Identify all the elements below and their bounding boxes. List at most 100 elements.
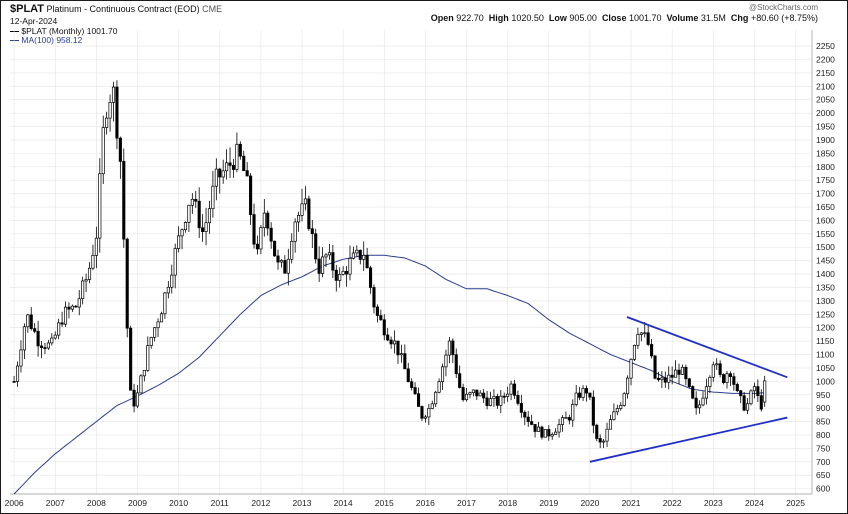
candle-body bbox=[430, 403, 434, 409]
candle-body bbox=[132, 389, 136, 407]
candle-body bbox=[307, 198, 311, 230]
candle-body bbox=[403, 353, 407, 370]
candle-body bbox=[214, 168, 218, 187]
candle-body bbox=[416, 393, 421, 407]
candle-body bbox=[423, 416, 427, 419]
ohlc-stats: Open 922.70 High 1020.50 Low 905.00 Clos… bbox=[431, 13, 818, 23]
candle-body bbox=[536, 426, 541, 432]
candle-body bbox=[650, 344, 654, 357]
candle-body bbox=[36, 330, 40, 347]
candle-body bbox=[245, 170, 249, 177]
candle-body bbox=[622, 393, 626, 406]
candle-body bbox=[286, 258, 290, 274]
candle-body bbox=[166, 286, 170, 294]
legend-ma: MA(100) 958.12 bbox=[10, 35, 82, 45]
candle-body bbox=[482, 392, 486, 399]
candle-body bbox=[598, 438, 602, 443]
candle-body bbox=[567, 417, 571, 421]
candle-body bbox=[310, 228, 314, 235]
candle-body bbox=[91, 254, 95, 269]
candle-body bbox=[149, 336, 153, 346]
candle-body bbox=[626, 377, 630, 395]
candle-body bbox=[595, 424, 599, 439]
close-label: Close bbox=[601, 13, 627, 23]
open-label: Open bbox=[430, 13, 454, 23]
watermark: @StockCharts.com bbox=[748, 3, 818, 12]
y-tick-label: 2250 bbox=[816, 41, 835, 51]
candle-body bbox=[74, 305, 78, 308]
y-tick-label: 1150 bbox=[816, 336, 835, 346]
exchange: CME bbox=[202, 4, 223, 14]
x-tick-label: 2016 bbox=[416, 498, 435, 508]
volume-value: 31.5M bbox=[700, 13, 726, 23]
candle-body bbox=[341, 270, 345, 275]
legend-ma-label: MA(100) 958.12 bbox=[21, 35, 83, 45]
x-tick-label: 2017 bbox=[457, 498, 476, 508]
x-tick-label: 2020 bbox=[580, 498, 599, 508]
candle-body bbox=[564, 417, 568, 419]
candle-body bbox=[516, 395, 520, 404]
candle-body bbox=[540, 426, 544, 438]
candle-body bbox=[159, 313, 164, 323]
candle-body bbox=[519, 403, 523, 413]
candle-body bbox=[488, 398, 493, 406]
candle-body bbox=[70, 305, 74, 310]
y-tick-label: 2150 bbox=[816, 68, 835, 78]
candle-body bbox=[345, 270, 349, 275]
candle-body bbox=[63, 306, 68, 325]
candle-body bbox=[677, 369, 681, 375]
x-tick-label: 2008 bbox=[87, 498, 106, 508]
high-label: High bbox=[488, 13, 509, 23]
candle-body bbox=[674, 369, 678, 378]
candle-body bbox=[533, 424, 537, 432]
candle-body bbox=[218, 168, 222, 178]
candle-body bbox=[118, 137, 122, 162]
candle-body bbox=[238, 143, 242, 157]
candle-body bbox=[667, 374, 671, 383]
candle-body bbox=[146, 345, 150, 371]
candle-body bbox=[153, 327, 157, 338]
candle-body bbox=[619, 405, 623, 409]
candle-body bbox=[283, 260, 287, 274]
candle-body bbox=[231, 164, 236, 170]
candle-body bbox=[410, 381, 414, 388]
candle-body bbox=[173, 248, 177, 276]
candle-body bbox=[81, 280, 85, 300]
candle-body bbox=[98, 173, 102, 239]
candle-body bbox=[111, 86, 116, 103]
candle-body bbox=[207, 208, 212, 224]
candle-body bbox=[355, 249, 359, 254]
candle-body bbox=[369, 267, 373, 288]
candle-body bbox=[749, 390, 753, 405]
candle-body bbox=[46, 342, 50, 349]
candle-body bbox=[557, 424, 561, 433]
open-value: 922.70 bbox=[456, 13, 484, 23]
candle-body bbox=[698, 404, 702, 409]
y-tick-label: 1700 bbox=[816, 189, 835, 199]
candle-body bbox=[684, 366, 688, 380]
trendline-upper-resistance bbox=[626, 316, 788, 379]
candle-body bbox=[183, 221, 188, 231]
candle-body bbox=[581, 388, 585, 398]
candle-body bbox=[225, 162, 229, 172]
candle-body bbox=[447, 340, 451, 356]
candle-body bbox=[639, 332, 643, 335]
candle-body bbox=[43, 347, 47, 349]
candle-body bbox=[187, 204, 191, 223]
candle-body bbox=[691, 386, 695, 399]
legend-series-swatch bbox=[10, 31, 19, 33]
candle-body bbox=[680, 366, 684, 375]
y-tick-label: 750 bbox=[816, 443, 830, 453]
candle-body bbox=[327, 252, 331, 256]
candle-body bbox=[602, 440, 606, 443]
legend-series-label: $PLAT (Monthly) 1001.70 bbox=[21, 26, 118, 36]
candle-body bbox=[204, 222, 208, 232]
candle-body bbox=[351, 252, 355, 259]
candle-body bbox=[317, 258, 321, 274]
candle-body bbox=[451, 340, 455, 356]
y-tick-label: 1650 bbox=[816, 202, 835, 212]
candle-body bbox=[228, 162, 232, 166]
candle-body bbox=[334, 269, 338, 281]
candle-body bbox=[379, 315, 383, 321]
candle-body bbox=[663, 377, 667, 383]
